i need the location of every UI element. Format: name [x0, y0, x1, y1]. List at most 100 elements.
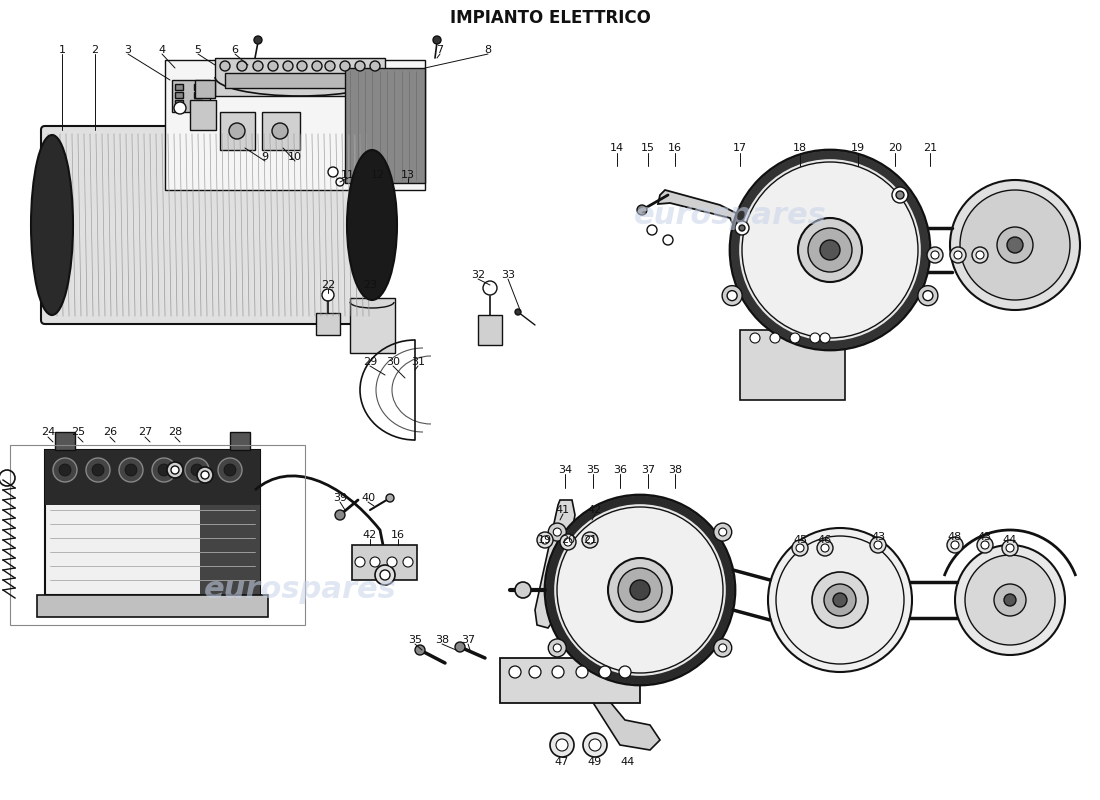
Circle shape: [588, 739, 601, 751]
Circle shape: [560, 534, 576, 550]
Circle shape: [821, 544, 829, 552]
Circle shape: [735, 221, 749, 235]
Circle shape: [158, 464, 170, 476]
Text: 11: 11: [341, 170, 355, 180]
Circle shape: [197, 467, 213, 483]
Circle shape: [647, 225, 657, 235]
Circle shape: [960, 190, 1070, 300]
Circle shape: [370, 61, 379, 71]
Circle shape: [125, 464, 138, 476]
Circle shape: [742, 162, 918, 338]
Circle shape: [229, 123, 245, 139]
Bar: [175, 92, 183, 98]
Text: 43: 43: [978, 532, 992, 542]
Polygon shape: [744, 254, 779, 294]
Bar: [194, 92, 202, 98]
Polygon shape: [798, 306, 835, 337]
Circle shape: [1002, 540, 1018, 556]
Circle shape: [576, 666, 588, 678]
Polygon shape: [880, 574, 903, 598]
Polygon shape: [869, 553, 894, 580]
Ellipse shape: [346, 150, 397, 300]
Circle shape: [515, 582, 531, 598]
Text: 1: 1: [58, 45, 66, 55]
Circle shape: [324, 61, 336, 71]
Text: eurospares: eurospares: [634, 201, 826, 230]
Text: 4: 4: [158, 45, 166, 55]
Circle shape: [954, 251, 962, 259]
Circle shape: [254, 36, 262, 44]
Polygon shape: [854, 540, 877, 566]
Circle shape: [896, 191, 904, 199]
Circle shape: [792, 540, 808, 556]
Circle shape: [714, 639, 732, 657]
Text: 38: 38: [668, 465, 682, 475]
Text: 30: 30: [386, 357, 400, 367]
Text: 23: 23: [363, 280, 377, 290]
Circle shape: [253, 61, 263, 71]
Text: 19: 19: [538, 535, 552, 545]
Bar: [165, 60, 425, 190]
Circle shape: [170, 466, 179, 474]
Text: 20: 20: [561, 535, 575, 545]
Text: 2: 2: [91, 45, 99, 55]
Circle shape: [548, 523, 566, 541]
Bar: [55, 432, 75, 450]
Text: 31: 31: [411, 357, 425, 367]
Text: 14: 14: [609, 143, 624, 153]
Circle shape: [387, 557, 397, 567]
Text: 45: 45: [793, 535, 807, 545]
Polygon shape: [864, 276, 905, 318]
Circle shape: [923, 290, 933, 301]
Text: 9: 9: [262, 152, 268, 162]
Text: 46: 46: [818, 535, 832, 545]
Bar: [352, 545, 417, 580]
Circle shape: [379, 570, 390, 580]
Circle shape: [874, 541, 882, 549]
Polygon shape: [670, 614, 711, 654]
Circle shape: [820, 240, 840, 260]
Circle shape: [236, 61, 248, 71]
Circle shape: [952, 541, 959, 549]
Circle shape: [537, 532, 553, 548]
Circle shape: [268, 61, 278, 71]
Polygon shape: [575, 620, 617, 661]
Circle shape: [824, 584, 856, 616]
Bar: [350, 298, 395, 353]
Circle shape: [548, 639, 566, 657]
Circle shape: [981, 541, 989, 549]
Polygon shape: [569, 526, 611, 566]
Circle shape: [750, 333, 760, 343]
Circle shape: [1004, 594, 1016, 606]
Circle shape: [817, 540, 833, 556]
Text: 41: 41: [556, 505, 570, 515]
Text: 25: 25: [70, 427, 85, 437]
Circle shape: [630, 580, 650, 600]
Circle shape: [455, 642, 465, 652]
Polygon shape: [881, 600, 903, 619]
Polygon shape: [881, 206, 916, 246]
Circle shape: [950, 180, 1080, 310]
Circle shape: [312, 61, 322, 71]
Text: 38: 38: [434, 635, 449, 645]
Text: 5: 5: [195, 45, 201, 55]
Circle shape: [529, 666, 541, 678]
Polygon shape: [838, 642, 859, 663]
Text: 43: 43: [871, 532, 886, 542]
Text: 37: 37: [641, 465, 656, 475]
Circle shape: [976, 251, 984, 259]
Circle shape: [403, 557, 412, 567]
Circle shape: [53, 458, 77, 482]
Circle shape: [336, 510, 345, 520]
Circle shape: [812, 572, 868, 628]
Circle shape: [796, 544, 804, 552]
Bar: [316, 313, 340, 335]
Polygon shape: [600, 509, 637, 545]
Circle shape: [583, 733, 607, 757]
Circle shape: [152, 458, 176, 482]
Polygon shape: [789, 549, 816, 574]
Circle shape: [370, 557, 379, 567]
Polygon shape: [685, 549, 722, 587]
Text: 28: 28: [168, 427, 183, 437]
Polygon shape: [598, 500, 635, 618]
